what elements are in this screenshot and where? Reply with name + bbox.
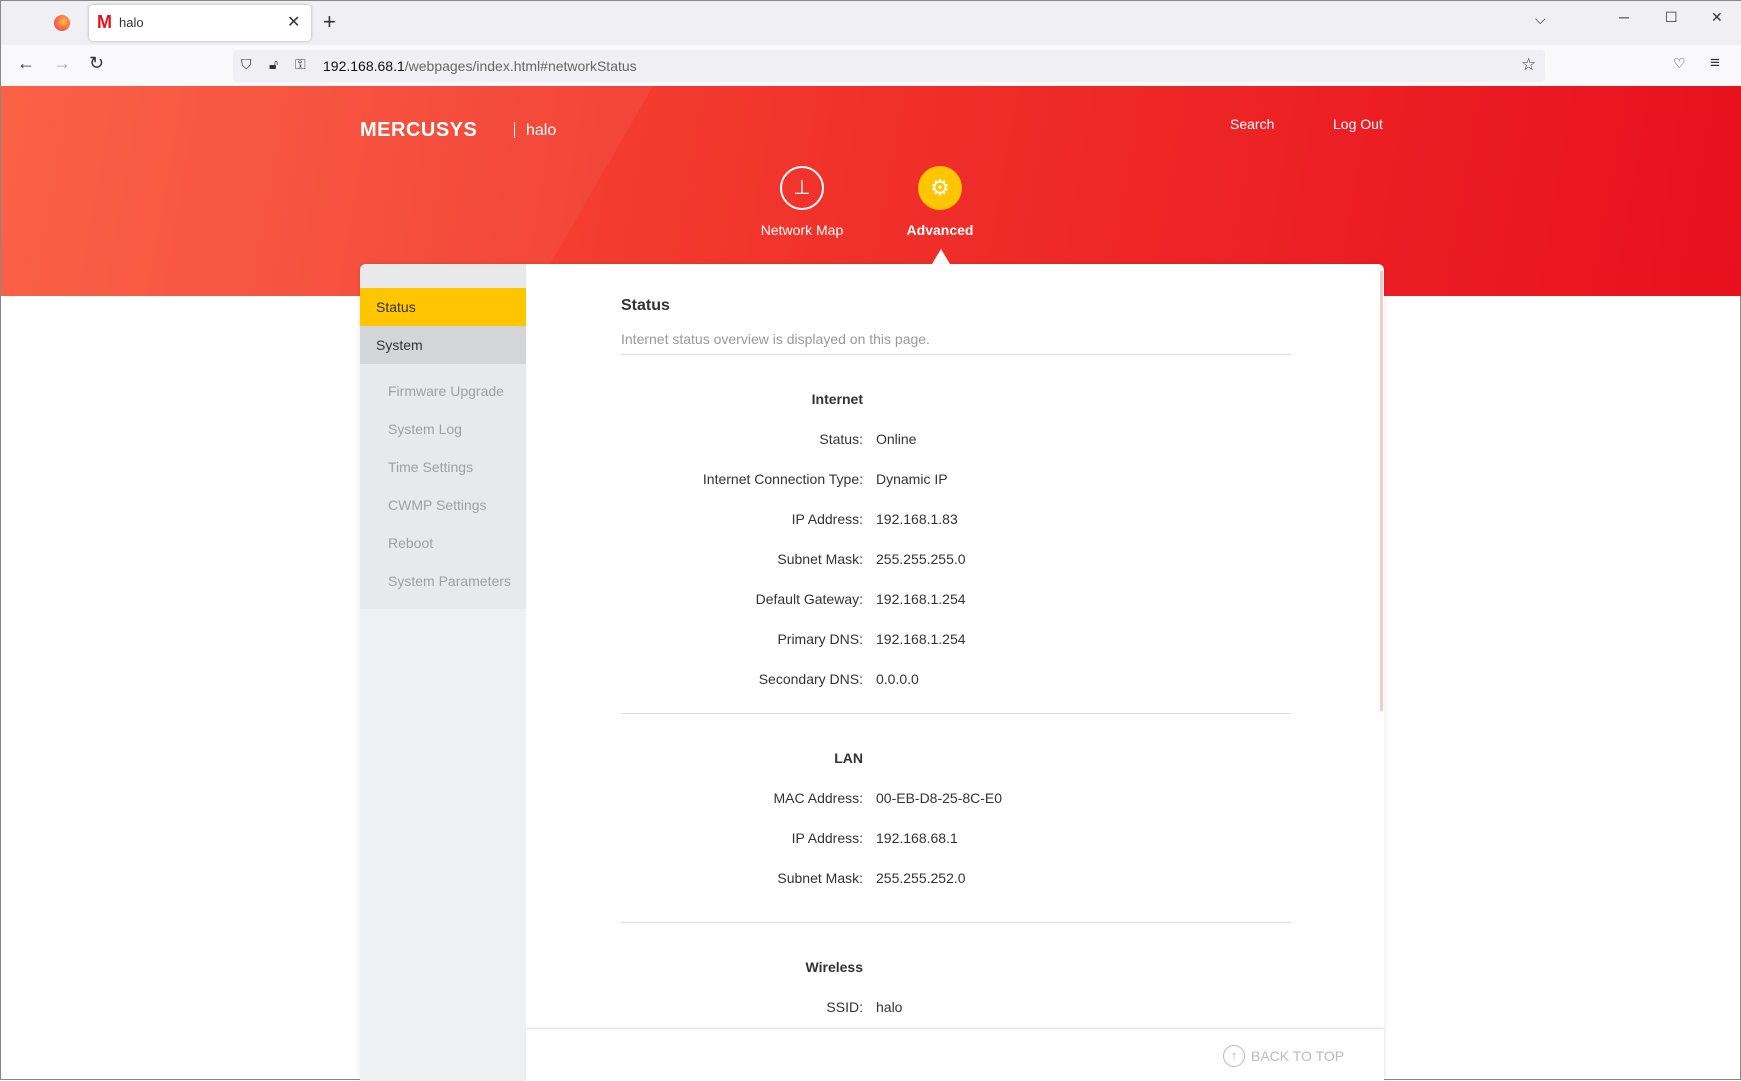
back-icon[interactable]: ← bbox=[17, 53, 35, 73]
field-label: Default Gateway: bbox=[755, 591, 863, 607]
field-label: SSID: bbox=[826, 999, 863, 1015]
field-label: MAC Address: bbox=[773, 790, 863, 806]
back-to-top-button[interactable]: ↑ BACK TO TOP bbox=[1223, 1043, 1344, 1069]
field-label: IP Address: bbox=[791, 511, 863, 527]
logo-divider bbox=[514, 122, 515, 138]
forward-icon[interactable]: → bbox=[53, 53, 71, 73]
sidebar-item-status[interactable]: Status bbox=[360, 288, 526, 326]
key-icon[interactable]: ⚿ bbox=[295, 56, 306, 72]
field-label: IP Address: bbox=[791, 830, 863, 846]
active-nav-pointer bbox=[932, 249, 950, 264]
section-heading-wireless: Wireless bbox=[805, 959, 863, 975]
minimize-button[interactable]: ─ bbox=[1619, 9, 1629, 25]
content-card bbox=[360, 264, 1384, 1081]
url-bar[interactable]: ⛉ 🔓︎ ⚿ 192.168.68.1/webpages/index.html#… bbox=[233, 50, 1545, 82]
menu-icon[interactable]: ≡ bbox=[1710, 53, 1720, 72]
page-title: Status bbox=[621, 297, 670, 314]
insecure-lock-icon[interactable]: 🔓︎ bbox=[269, 56, 279, 72]
gear-icon: ⚙ bbox=[918, 166, 962, 210]
tab-title: halo bbox=[119, 15, 144, 30]
content-scrollbar[interactable] bbox=[1380, 271, 1383, 711]
shield-icon[interactable]: ⛉ bbox=[241, 56, 252, 72]
url-text[interactable]: 192.168.68.1/webpages/index.html#network… bbox=[323, 58, 637, 74]
field-label: Secondary DNS: bbox=[758, 671, 863, 687]
field-value: 00-EB-D8-25-8C-E0 bbox=[876, 790, 1003, 806]
pocket-icon[interactable]: ♡ bbox=[1673, 55, 1686, 71]
search-link[interactable]: Search bbox=[1230, 116, 1275, 132]
field-value: halo bbox=[876, 999, 903, 1015]
field-value: 192.168.1.254 bbox=[876, 591, 966, 607]
page-description: Internet status overview is displayed on… bbox=[621, 331, 930, 347]
sidebar-sub-cwmp-settings[interactable]: CWMP Settings bbox=[388, 497, 487, 513]
tab-bar: M halo ✕ + ⌵ ─ ☐ ✕ bbox=[1, 1, 1741, 45]
url-host: 192.168.68.1 bbox=[323, 58, 405, 74]
field-value: 255.255.252.0 bbox=[876, 870, 966, 886]
section-divider bbox=[621, 922, 1291, 923]
network-map-icon: ⊥ bbox=[780, 166, 824, 210]
sidebar-sub-time-settings[interactable]: Time Settings bbox=[388, 459, 474, 475]
model-name: halo bbox=[526, 122, 557, 139]
sidebar-sub-reboot[interactable]: Reboot bbox=[388, 535, 434, 551]
footer-bar: ↑ BACK TO TOP bbox=[526, 1028, 1384, 1081]
router-header: MERCUSYS halo Search Log Out ⊥ Network M… bbox=[1, 86, 1741, 296]
field-value: 255.255.255.0 bbox=[876, 551, 966, 567]
field-value: 192.168.1.254 bbox=[876, 631, 966, 647]
section-heading-lan: LAN bbox=[834, 750, 863, 766]
section-heading-internet: Internet bbox=[811, 391, 863, 407]
section-divider bbox=[621, 713, 1291, 714]
maximize-button[interactable]: ☐ bbox=[1665, 9, 1678, 25]
field-value: 0.0.0.0 bbox=[876, 671, 919, 687]
sidebar-sub-system-parameters[interactable]: System Parameters bbox=[388, 573, 511, 589]
field-value: 192.168.1.83 bbox=[876, 511, 958, 527]
new-tab-button[interactable]: + bbox=[323, 9, 336, 34]
sidebar-item-system[interactable]: System bbox=[360, 326, 526, 364]
sidebar-sub-system-log[interactable]: System Log bbox=[388, 421, 462, 437]
field-label: Subnet Mask: bbox=[777, 551, 863, 567]
reload-icon[interactable]: ↻ bbox=[89, 53, 105, 73]
field-value: Dynamic IP bbox=[876, 471, 948, 487]
nav-label: Network Map bbox=[760, 222, 844, 238]
nav-network-map[interactable]: ⊥ Network Map bbox=[742, 164, 862, 238]
field-label: Status: bbox=[819, 431, 863, 447]
sidebar-filler bbox=[360, 609, 526, 1081]
field-value: Online bbox=[876, 431, 917, 447]
sidebar-sub-firmware-upgrade[interactable]: Firmware Upgrade bbox=[388, 383, 504, 399]
close-tab-icon[interactable]: ✕ bbox=[287, 14, 301, 31]
tab-list-icon[interactable]: ⌵ bbox=[1535, 11, 1546, 27]
firefox-icon bbox=[54, 15, 70, 31]
sidebar-item-label: System bbox=[376, 337, 423, 353]
close-window-button[interactable]: ✕ bbox=[1711, 9, 1723, 25]
field-value: 192.168.68.1 bbox=[876, 830, 958, 846]
logout-link[interactable]: Log Out bbox=[1333, 116, 1383, 132]
back-to-top-label: BACK TO TOP bbox=[1251, 1048, 1345, 1064]
nav-advanced[interactable]: ⚙ Advanced bbox=[880, 164, 1000, 238]
field-label: Subnet Mask: bbox=[777, 870, 863, 886]
url-path: /webpages/index.html#networkStatus bbox=[404, 58, 637, 74]
mercusys-favicon: M bbox=[97, 12, 112, 32]
field-label: Primary DNS: bbox=[777, 631, 863, 647]
arrow-up-circle-icon: ↑ bbox=[1223, 1045, 1245, 1067]
browser-tab[interactable]: M halo ✕ bbox=[89, 5, 311, 41]
nav-label: Advanced bbox=[906, 222, 974, 238]
mercusys-logo: MERCUSYS bbox=[360, 119, 478, 141]
bookmark-star-icon[interactable]: ☆ bbox=[1521, 55, 1537, 74]
field-label: Internet Connection Type: bbox=[702, 471, 863, 487]
divider bbox=[621, 354, 1291, 355]
sidebar-item-label: Status bbox=[376, 299, 416, 315]
sidebar: Status System Firmware Upgrade System Lo… bbox=[360, 264, 526, 1081]
